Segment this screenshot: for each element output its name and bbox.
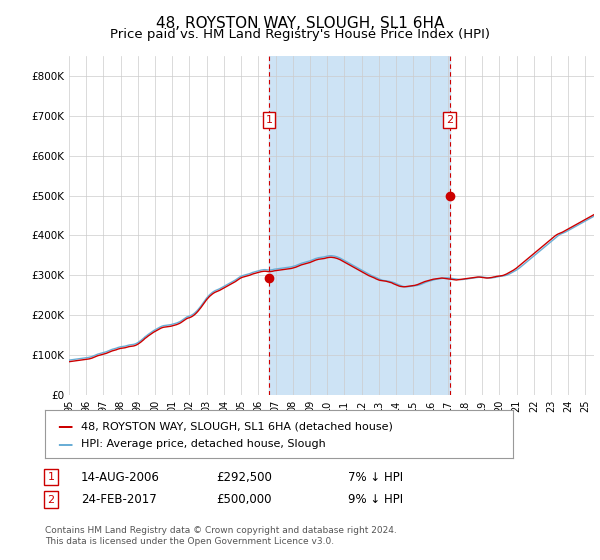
Text: 14-AUG-2006: 14-AUG-2006 <box>81 470 160 484</box>
Text: 48, ROYSTON WAY, SLOUGH, SL1 6HA: 48, ROYSTON WAY, SLOUGH, SL1 6HA <box>156 16 444 31</box>
Text: 2: 2 <box>446 115 454 125</box>
Text: 1: 1 <box>266 115 272 125</box>
Text: 1: 1 <box>47 472 55 482</box>
Text: 24-FEB-2017: 24-FEB-2017 <box>81 493 157 506</box>
Text: 7% ↓ HPI: 7% ↓ HPI <box>348 470 403 484</box>
Text: 2: 2 <box>47 494 55 505</box>
Text: £500,000: £500,000 <box>216 493 271 506</box>
Text: Price paid vs. HM Land Registry's House Price Index (HPI): Price paid vs. HM Land Registry's House … <box>110 28 490 41</box>
Text: Contains HM Land Registry data © Crown copyright and database right 2024.
This d: Contains HM Land Registry data © Crown c… <box>45 526 397 546</box>
Text: —: — <box>57 419 73 434</box>
Text: 48, ROYSTON WAY, SLOUGH, SL1 6HA (detached house): 48, ROYSTON WAY, SLOUGH, SL1 6HA (detach… <box>81 422 393 432</box>
Text: £292,500: £292,500 <box>216 470 272 484</box>
Text: HPI: Average price, detached house, Slough: HPI: Average price, detached house, Slou… <box>81 439 326 449</box>
Text: —: — <box>57 437 73 451</box>
Bar <box>269 56 450 395</box>
Text: 9% ↓ HPI: 9% ↓ HPI <box>348 493 403 506</box>
